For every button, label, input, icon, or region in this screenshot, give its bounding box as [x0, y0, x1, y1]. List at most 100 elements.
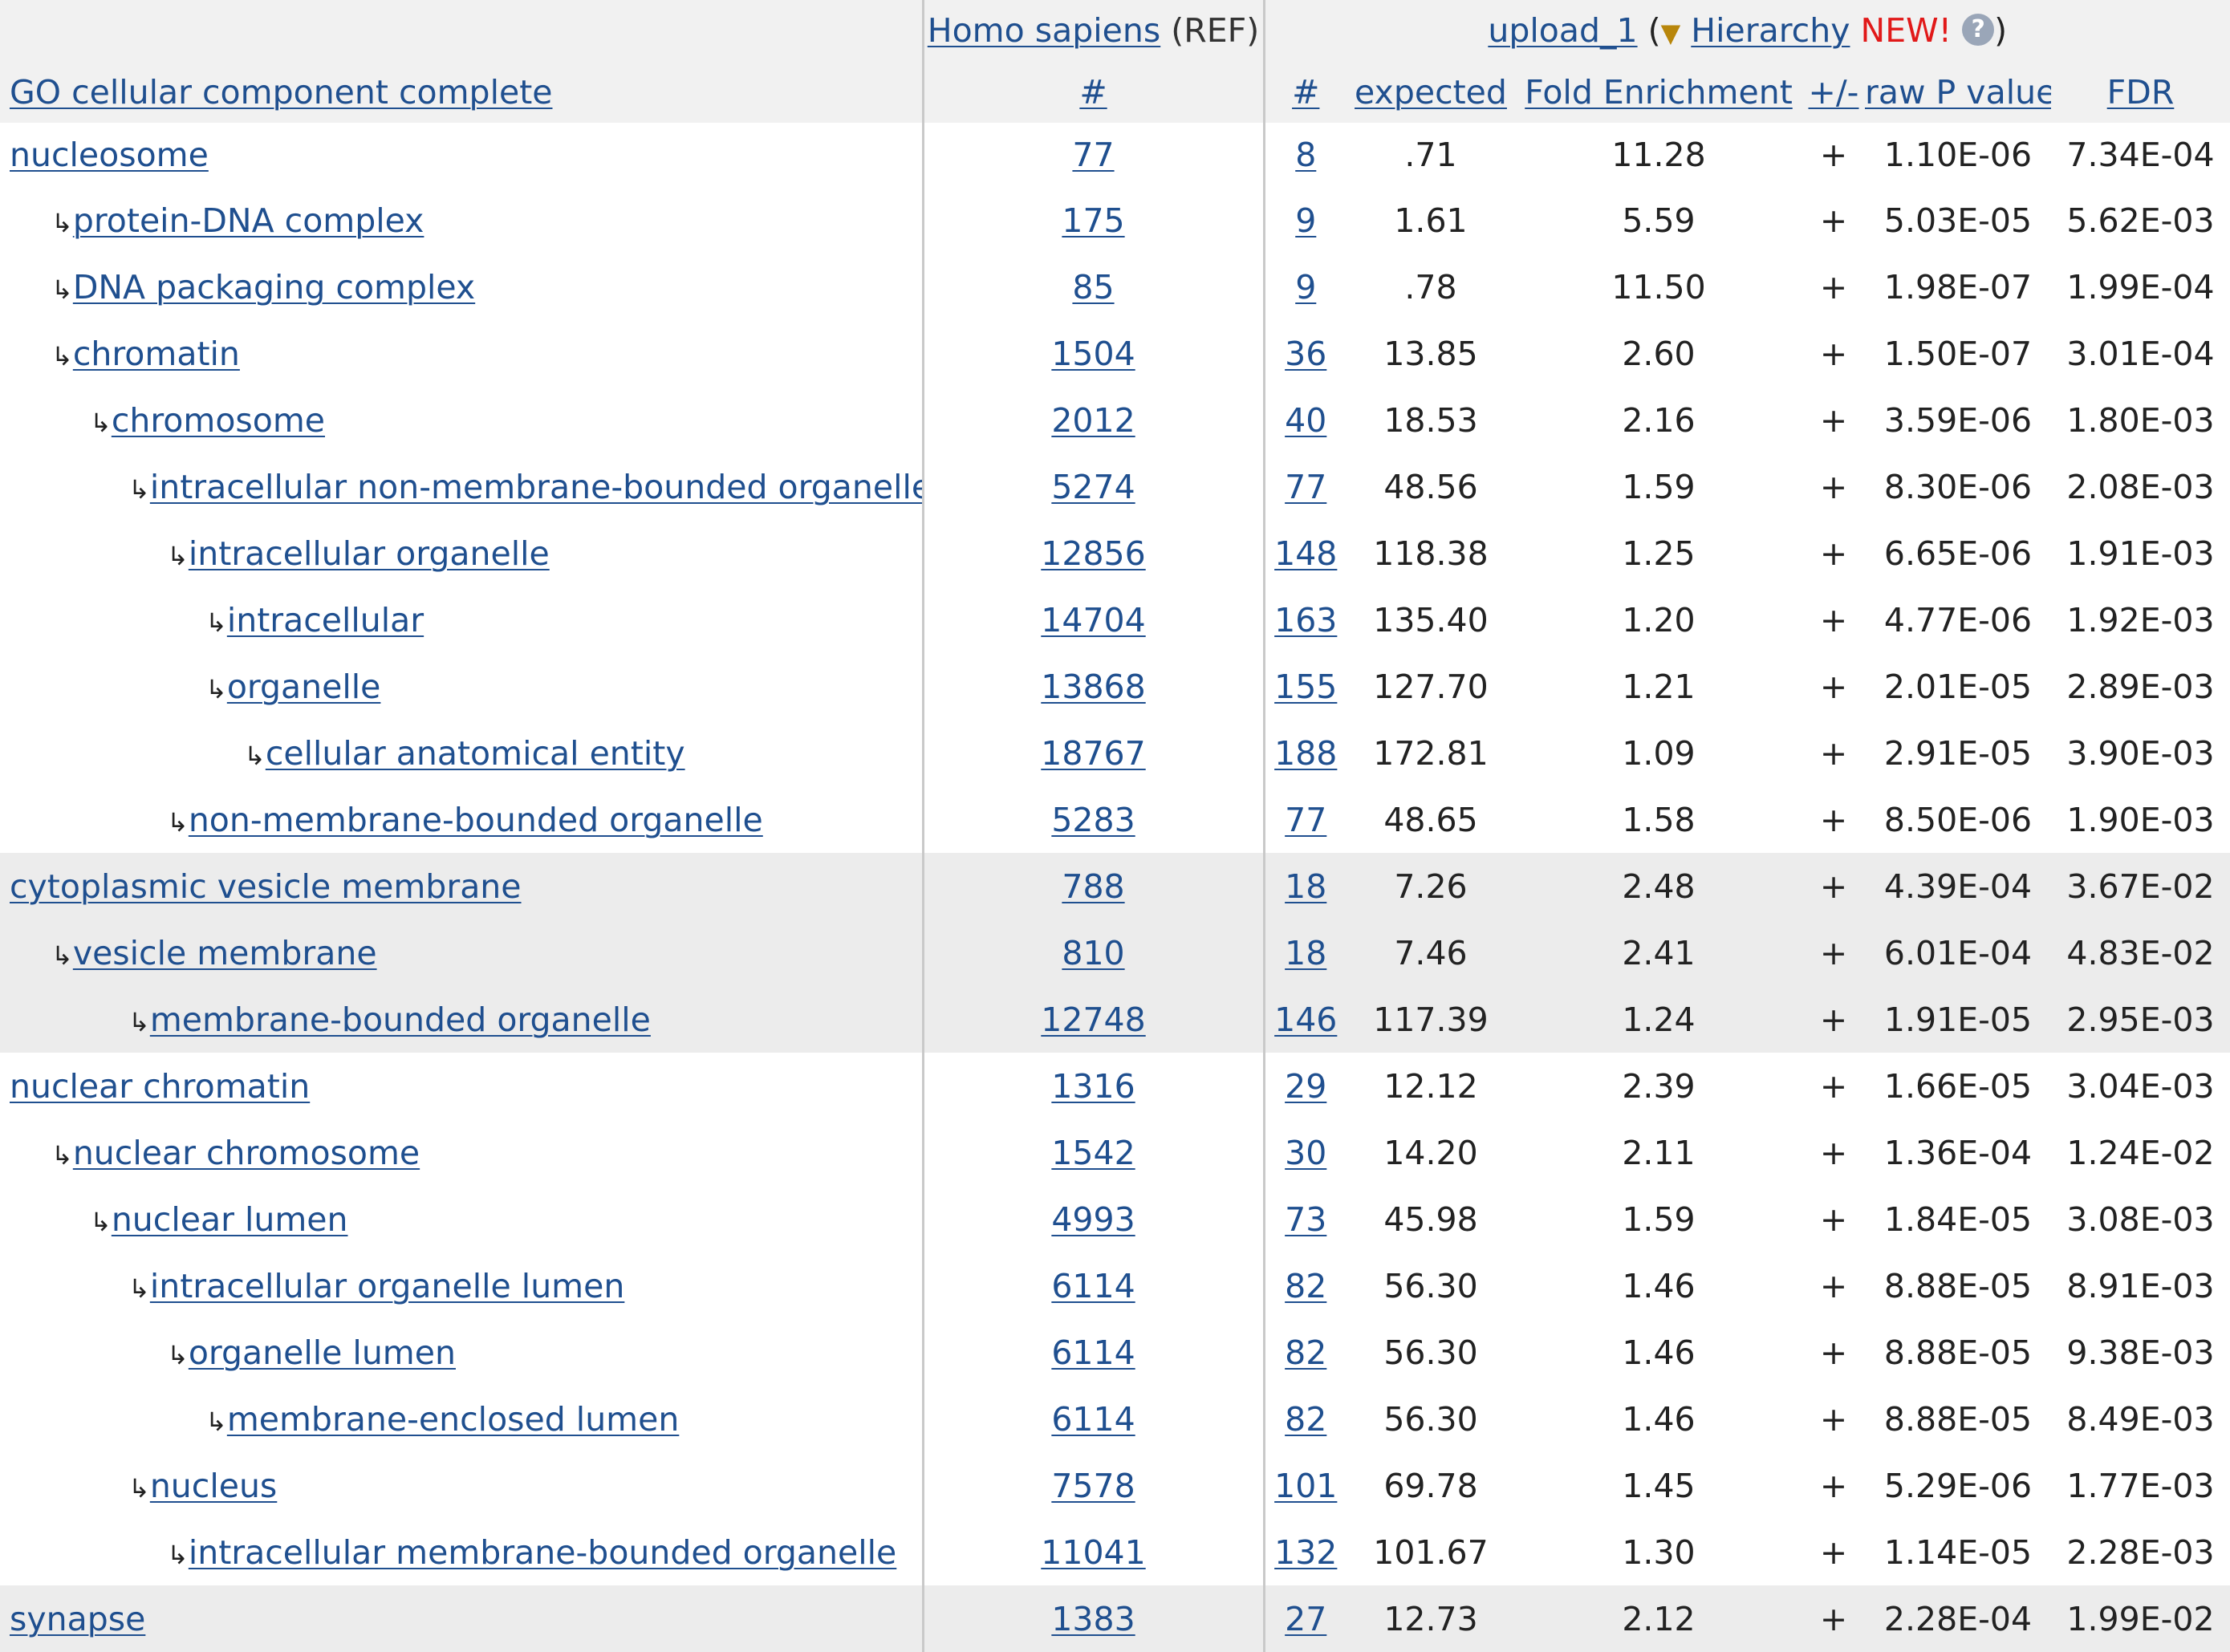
- upload-count-link[interactable]: 36: [1285, 334, 1327, 373]
- ref-count-link[interactable]: 6114: [1051, 1266, 1135, 1305]
- upload-count-link[interactable]: 9: [1295, 267, 1317, 306]
- go-term-link[interactable]: organelle lumen: [188, 1333, 456, 1372]
- fold-enrichment-cell: 11.50: [1611, 267, 1706, 306]
- ref-count-link[interactable]: 788: [1062, 867, 1125, 906]
- hierarchy-link[interactable]: Hierarchy: [1691, 11, 1850, 50]
- go-term-link[interactable]: intracellular non-membrane-bounded organ…: [149, 467, 923, 506]
- ref-count-link[interactable]: 810: [1062, 933, 1125, 972]
- go-term-link[interactable]: non-membrane-bounded organelle: [188, 800, 763, 839]
- ref-count-link[interactable]: 1542: [1051, 1133, 1135, 1172]
- upload-count-link[interactable]: 73: [1285, 1199, 1327, 1239]
- go-term-link[interactable]: membrane-enclosed lumen: [226, 1399, 680, 1439]
- ref-count-link[interactable]: 1383: [1051, 1599, 1135, 1638]
- ref-count-link[interactable]: 12856: [1041, 534, 1146, 573]
- ref-count-link[interactable]: 11041: [1041, 1532, 1146, 1572]
- ref-count-link[interactable]: 1504: [1051, 334, 1135, 373]
- go-term-link[interactable]: nucleus: [149, 1466, 278, 1505]
- ref-count-link[interactable]: 6114: [1051, 1333, 1135, 1372]
- go-term-link[interactable]: nuclear chromatin: [10, 1066, 311, 1106]
- go-term-link[interactable]: chromosome: [111, 400, 326, 440]
- direction-cell: +: [1819, 201, 1848, 240]
- upload-count-cell: 40: [1262, 387, 1347, 453]
- upload-count-link[interactable]: 82: [1285, 1399, 1327, 1439]
- ref-count-link[interactable]: 7578: [1051, 1466, 1135, 1505]
- ref-count-link[interactable]: 175: [1062, 201, 1125, 240]
- ref-species-link[interactable]: Homo sapiens: [927, 11, 1161, 50]
- upload-count-link[interactable]: 18: [1285, 933, 1327, 972]
- go-term-link[interactable]: vesicle membrane: [72, 933, 377, 972]
- hierarchy-arrow-icon: ↳: [244, 740, 266, 771]
- table-row: ↳nucleus 7578 101 69.78 1.45 + 5.29E-06 …: [0, 1452, 2230, 1519]
- ref-count-link[interactable]: 2012: [1051, 400, 1135, 440]
- upload-count-link[interactable]: 146: [1274, 1000, 1338, 1039]
- ref-count-link[interactable]: 5274: [1051, 467, 1135, 506]
- ref-count-link[interactable]: 6114: [1051, 1399, 1135, 1439]
- expected-cell: 1.61: [1394, 201, 1468, 240]
- go-term-link[interactable]: membrane-bounded organelle: [149, 1000, 651, 1039]
- go-term-link[interactable]: protein-DNA complex: [72, 201, 424, 240]
- plus-minus-sort-link[interactable]: +/-: [1808, 72, 1859, 112]
- go-term-link[interactable]: nucleosome: [10, 136, 209, 174]
- go-term-link[interactable]: intracellular: [226, 600, 424, 639]
- ref-count-cell: 11041: [921, 1519, 1264, 1585]
- fdr-cell: 7.34E-04: [2066, 136, 2215, 174]
- help-icon[interactable]: ?: [1962, 14, 1995, 46]
- upload-count-link[interactable]: 163: [1274, 600, 1338, 639]
- upload-count-sort-link[interactable]: #: [1292, 72, 1320, 112]
- go-column-link[interactable]: GO cellular component complete: [10, 72, 553, 112]
- upload-count-link[interactable]: 188: [1274, 733, 1338, 773]
- go-term-link[interactable]: nuclear chromosome: [72, 1133, 420, 1172]
- raw-p-sort-link[interactable]: raw P value: [1865, 72, 2051, 112]
- ref-count-link[interactable]: 1316: [1051, 1066, 1135, 1106]
- ref-count-link[interactable]: 5283: [1051, 800, 1135, 839]
- hierarchy-arrow-icon: ↳: [90, 1206, 112, 1237]
- upload-link[interactable]: upload_1: [1488, 11, 1638, 50]
- hierarchy-arrow-icon: ↳: [51, 274, 73, 305]
- expected-cell: 101.67: [1373, 1532, 1489, 1572]
- table-row: ↳nuclear chromosome 1542 30 14.20 2.11 +…: [0, 1119, 2230, 1186]
- upload-count-link[interactable]: 101: [1274, 1466, 1338, 1505]
- hierarchy-arrow-icon: ↳: [128, 473, 150, 505]
- upload-count-link[interactable]: 132: [1274, 1532, 1338, 1572]
- upload-count-link[interactable]: 155: [1274, 667, 1338, 706]
- upload-count-cell: 18: [1262, 919, 1347, 986]
- fold-enrichment-cell: 2.48: [1515, 853, 1802, 919]
- go-term-link[interactable]: cellular anatomical entity: [265, 733, 685, 773]
- upload-count-link[interactable]: 18: [1285, 867, 1327, 906]
- go-term-link[interactable]: intracellular membrane-bounded organelle: [188, 1532, 897, 1572]
- go-term-link[interactable]: intracellular organelle: [188, 534, 550, 573]
- expected-sort-link[interactable]: expected: [1355, 72, 1507, 112]
- ref-count-link[interactable]: 14704: [1041, 600, 1146, 639]
- hierarchy-toggle-icon[interactable]: ▼: [1660, 18, 1681, 48]
- hierarchy-arrow-icon: ↳: [90, 407, 112, 438]
- go-term-link[interactable]: chromatin: [72, 334, 240, 373]
- upload-count-link[interactable]: 82: [1285, 1266, 1327, 1305]
- upload-count-link[interactable]: 8: [1295, 136, 1317, 174]
- ref-count-sort-link[interactable]: #: [1079, 72, 1107, 112]
- fold-enrichment-cell: 2.16: [1622, 400, 1696, 440]
- ref-count-link[interactable]: 77: [1072, 136, 1115, 174]
- go-term-link[interactable]: organelle: [226, 667, 381, 706]
- upload-count-link[interactable]: 148: [1274, 534, 1338, 573]
- go-term-link[interactable]: nuclear lumen: [111, 1199, 348, 1239]
- upload-count-link[interactable]: 9: [1295, 201, 1317, 240]
- go-term-link[interactable]: DNA packaging complex: [72, 267, 476, 306]
- upload-count-link[interactable]: 40: [1285, 400, 1327, 440]
- ref-count-link[interactable]: 13868: [1041, 667, 1146, 706]
- go-term-link[interactable]: synapse: [10, 1599, 146, 1638]
- fdr-header: FDR: [2051, 61, 2230, 123]
- upload-count-link[interactable]: 29: [1285, 1066, 1327, 1106]
- fdr-sort-link[interactable]: FDR: [2106, 72, 2175, 112]
- upload-count-link[interactable]: 30: [1285, 1133, 1327, 1172]
- upload-count-link[interactable]: 82: [1285, 1333, 1327, 1372]
- ref-count-link[interactable]: 18767: [1041, 733, 1146, 773]
- ref-count-link[interactable]: 85: [1072, 267, 1115, 306]
- go-term-link[interactable]: cytoplasmic vesicle membrane: [10, 867, 522, 906]
- upload-count-link[interactable]: 77: [1285, 467, 1327, 506]
- go-term-link[interactable]: intracellular organelle lumen: [149, 1266, 625, 1305]
- ref-count-link[interactable]: 4993: [1051, 1199, 1135, 1239]
- fold-enrichment-sort-link[interactable]: Fold Enrichment: [1525, 72, 1793, 112]
- upload-count-link[interactable]: 77: [1285, 800, 1327, 839]
- upload-count-link[interactable]: 27: [1285, 1599, 1327, 1638]
- ref-count-link[interactable]: 12748: [1041, 1000, 1146, 1039]
